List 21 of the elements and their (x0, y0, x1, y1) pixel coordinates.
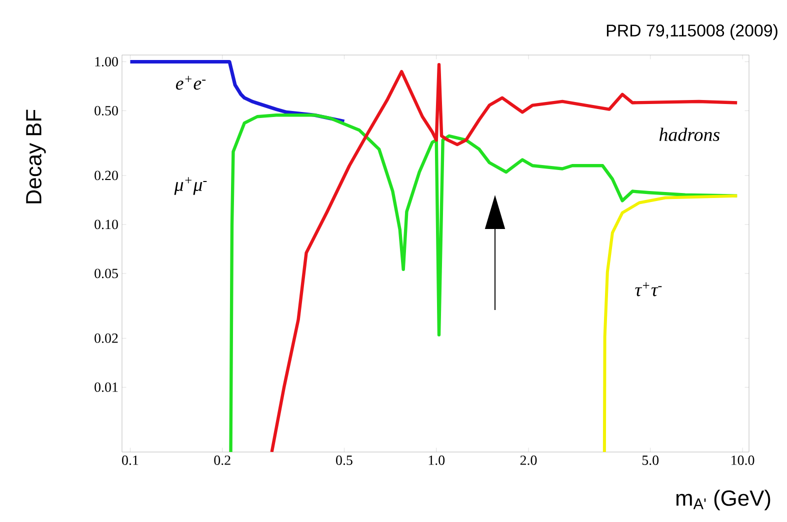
x-tick-label: 0.5 (336, 456, 352, 466)
y-tick-label: 0.02 (94, 334, 118, 343)
y-tick-label: 0.01 (94, 382, 118, 392)
y-axis-title: Decay BF (26, 110, 46, 204)
series-label: μ$^{+}$μ$^{-}$ (174, 177, 207, 195)
x-tick-label: 10.0 (732, 456, 754, 466)
x-tick-label: 0.1 (122, 456, 138, 466)
y-tick-label: 0.50 (94, 106, 118, 116)
series-label: hadrons (659, 128, 720, 142)
y-tick-label: 1.00 (95, 56, 118, 66)
series-label: τ$^{+}$τ$^{-}$ (635, 282, 662, 296)
x-tick-label: 5.0 (642, 456, 659, 466)
x-tick-label: 2.0 (520, 456, 537, 466)
x-axis-title: m$_{A'}$ (GeV) (676, 490, 770, 510)
series-label: e$^{+}$e$^{-}$ (176, 76, 206, 90)
x-tick-label: 0.2 (214, 456, 230, 466)
y-tick-label: 0.10 (94, 220, 118, 230)
y-tick-label: 0.05 (94, 268, 118, 278)
x-tick-label: 1.0 (428, 456, 445, 466)
text: PRD 79,115008 (2009) (606, 24, 778, 40)
y-tick-label: 0.20 (94, 170, 118, 180)
